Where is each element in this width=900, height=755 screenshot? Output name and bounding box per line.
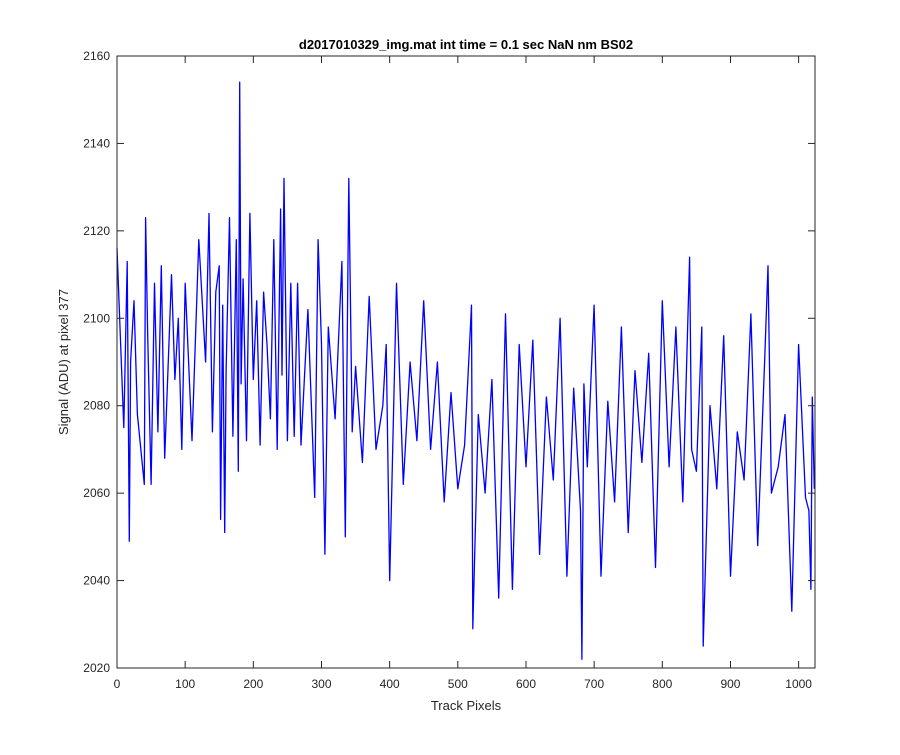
chart-title: d2017010329_img.mat int time = 0.1 sec N… [299,37,633,52]
x-tick-label: 100 [175,677,195,691]
y-tick-label: 2020 [83,661,110,675]
x-tick-label: 400 [380,677,400,691]
y-tick-label: 2100 [83,311,110,325]
x-tick-label: 600 [516,677,536,691]
x-tick-label: 300 [311,677,331,691]
x-tick-label: 800 [652,677,672,691]
x-tick-label: 700 [584,677,604,691]
y-tick-label: 2080 [83,399,110,413]
x-tick-label: 900 [720,677,740,691]
y-tick-label: 2120 [83,224,110,238]
series-line-1 [116,81,815,660]
plot-area-background [117,56,815,668]
x-tick-label: 500 [448,677,468,691]
axes-box [116,55,816,669]
x-tick-label: 200 [243,677,263,691]
y-axis-label: Signal (ADU) at pixel 377 [56,289,71,435]
y-tick-label: 2140 [83,136,110,150]
x-axis-ticks: 0 100 200 300 400 500 600 700 800 900 1000 [114,56,812,691]
x-axis-label: Track Pixels [431,698,502,713]
x-tick-label: 0 [114,677,121,691]
y-axis-ticks: 2020 2040 2060 2080 2100 2120 2140 2160 [83,49,815,675]
y-tick-label: 2040 [83,574,110,588]
series-layer [116,81,815,660]
y-tick-label: 2060 [83,486,110,500]
x-tick-label: 1000 [785,677,812,691]
y-tick-label: 2160 [83,49,110,63]
